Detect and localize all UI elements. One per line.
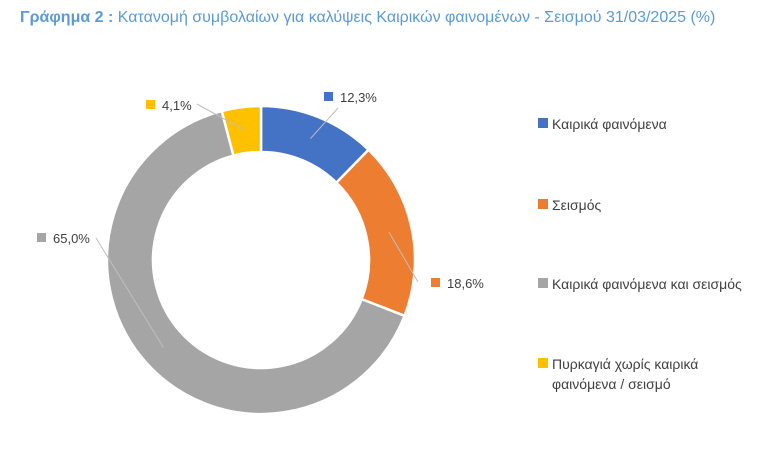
legend-item-weather-and-earthquake: Καιρικά φαινόμενα και σεισμός [538, 274, 742, 294]
chart-title: Γράφημα 2 : Κατανομή συμβολαίων για καλύ… [20, 6, 765, 30]
legend-swatch-fire-only [538, 358, 548, 368]
data-label-weather: 12,3% [340, 90, 377, 105]
slice-fire-only [220, 104, 263, 158]
legend-label-earthquake: Σεισμός [552, 197, 602, 213]
legend-item-fire-only: Πυρκαγιά χωρίς καιρικά φαινόμενα / σεισμ… [538, 354, 738, 394]
data-label-weather-and-earthquake: 65,0% [53, 231, 90, 246]
legend-label-weather-and-earthquake: Καιρικά φαινόμενα και σεισμός [552, 276, 742, 292]
legend-swatch-weather [538, 118, 548, 128]
data-label-swatch [37, 233, 46, 242]
legend-item-earthquake: Σεισμός [538, 195, 601, 215]
legend-item-weather: Καιρικά φαινόμενα [538, 114, 667, 134]
leader-line [196, 103, 245, 131]
leader-line [309, 107, 339, 139]
data-label-swatch [324, 92, 333, 101]
data-label-swatch [146, 100, 155, 109]
data-label-fire-only: 4,1% [162, 98, 192, 113]
chart-title-prefix: Γράφημα 2 : [20, 9, 114, 26]
legend-swatch-weather-and-earthquake [538, 278, 548, 288]
slice-weather-and-earthquake [105, 109, 407, 416]
leader-line [95, 237, 164, 348]
legend-swatch-earthquake [538, 199, 548, 209]
slice-earthquake [334, 147, 417, 318]
legend-label-fire-only: Πυρκαγιά χωρίς καιρικά φαινόμενα / σεισμ… [552, 356, 699, 392]
legend-label-weather: Καιρικά φαινόμενα [552, 116, 667, 132]
chart-title-text: Κατανομή συμβολαίων για καλύψεις Καιρικώ… [117, 9, 716, 26]
data-label-swatch [431, 278, 440, 287]
leader-line [388, 231, 419, 283]
data-label-earthquake: 18,6% [447, 276, 484, 291]
